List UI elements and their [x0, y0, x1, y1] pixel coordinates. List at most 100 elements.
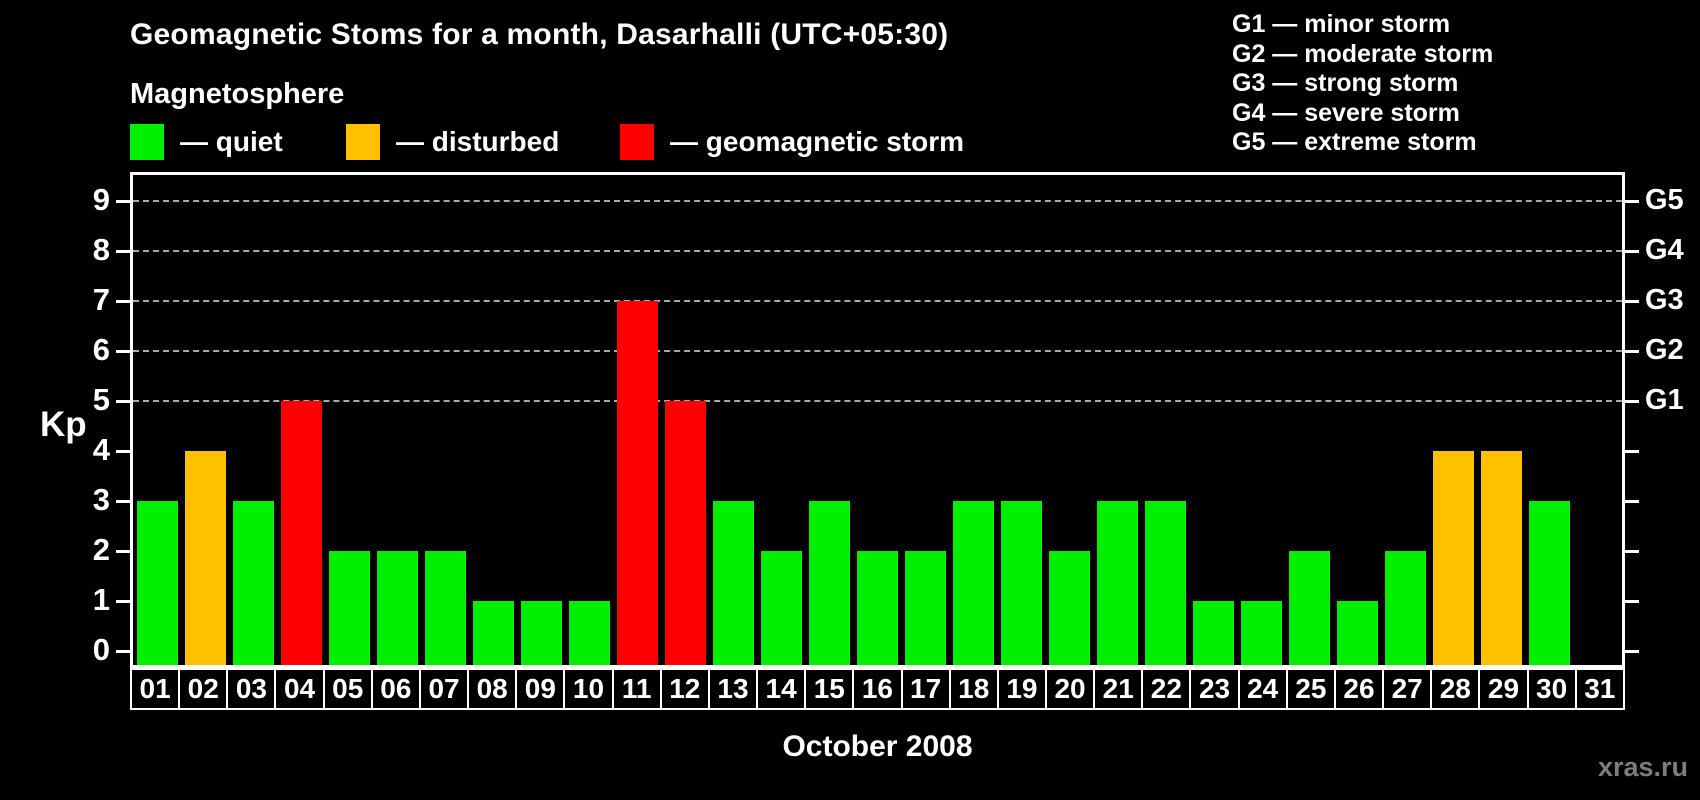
- right-tick-kp0: [1625, 650, 1639, 653]
- bar-day-27: [1385, 551, 1427, 665]
- chart-title: Geomagnetic Stoms for a month, Dasarhall…: [130, 18, 949, 51]
- day-label-11: 11: [611, 668, 662, 710]
- g-axis-label-g3: G3: [1645, 284, 1684, 316]
- left-tick-kp4: [116, 450, 130, 453]
- bar-day-23: [1193, 601, 1235, 665]
- bar-day-30: [1529, 501, 1571, 665]
- watermark: xras.ru: [1597, 752, 1688, 782]
- bar-day-18: [953, 501, 995, 665]
- right-tick-kp2: [1625, 550, 1639, 553]
- day-label-20: 20: [1044, 668, 1096, 710]
- x-axis-day-labels: 01 02 03 04 05 06 07 08 09 10 11 12 13 14 15 16 17 18 19 20…: [130, 668, 1625, 710]
- plot-area: [130, 172, 1625, 668]
- g-axis-label-g1: G1: [1645, 384, 1684, 416]
- day-label-25: 25: [1285, 668, 1336, 710]
- day-label-08: 08: [467, 668, 518, 710]
- left-tick-kp9: [116, 200, 130, 203]
- legend-item-storm: — geomagnetic storm: [620, 124, 964, 160]
- day-label-01: 01: [130, 668, 181, 710]
- y-tick-label-6: 6: [92, 332, 110, 367]
- bar-day-26: [1337, 601, 1379, 665]
- gridline-kp9: [133, 200, 1622, 202]
- left-tick-kp2: [116, 550, 130, 553]
- right-tick-kp5: [1625, 400, 1639, 403]
- bar-day-22: [1145, 501, 1187, 665]
- y-tick-label-7: 7: [92, 282, 110, 317]
- storm-scale-legend: G1 — minor storm G2 — moderate storm G3 …: [1232, 10, 1493, 158]
- left-tick-kp5: [116, 400, 130, 403]
- day-label-30: 30: [1526, 668, 1577, 710]
- gridline-kp7: [133, 300, 1622, 302]
- day-label-10: 10: [563, 668, 614, 710]
- legend-item-quiet: — quiet: [130, 124, 283, 160]
- day-label-09: 09: [515, 668, 566, 710]
- right-tick-kp1: [1625, 600, 1639, 603]
- y-tick-label-2: 2: [92, 532, 110, 567]
- day-label-17: 17: [900, 668, 951, 710]
- y-axis-label: Kp: [40, 405, 87, 444]
- day-label-19: 19: [996, 668, 1047, 710]
- legend-item-label: — geomagnetic storm: [670, 126, 965, 157]
- day-label-12: 12: [659, 668, 710, 710]
- y-tick-label-9: 9: [92, 182, 110, 217]
- y-tick-label-4: 4: [92, 432, 110, 467]
- bar-day-19: [1001, 501, 1043, 665]
- right-tick-kp3: [1625, 500, 1639, 503]
- storm-color-swatch: [620, 124, 654, 160]
- bar-day-02: [184, 451, 226, 665]
- day-label-02: 02: [178, 668, 229, 710]
- disturbed-color-swatch: [346, 124, 380, 160]
- bar-day-06: [376, 551, 418, 665]
- right-tick-kp4: [1625, 450, 1639, 453]
- day-label-14: 14: [756, 668, 807, 710]
- g-axis-label-g2: G2: [1645, 334, 1684, 366]
- bar-day-16: [856, 551, 898, 665]
- day-label-13: 13: [707, 668, 759, 710]
- bar-day-05: [328, 551, 370, 665]
- bar-day-07: [424, 551, 466, 665]
- storm-scale-legend-g1: G1 — minor storm: [1232, 10, 1451, 38]
- gridline-kp5: [133, 400, 1622, 402]
- day-label-06: 06: [370, 668, 421, 710]
- g-axis-label-g4: G4: [1645, 234, 1684, 266]
- bar-day-17: [905, 551, 947, 665]
- bar-day-21: [1097, 501, 1139, 665]
- day-label-05: 05: [322, 668, 373, 710]
- day-label-27: 27: [1382, 668, 1433, 710]
- bar-day-12: [664, 401, 706, 665]
- day-label-18: 18: [948, 668, 999, 710]
- bar-day-24: [1241, 601, 1283, 665]
- gridline-kp8: [133, 250, 1622, 252]
- right-tick-kp9: [1625, 200, 1639, 203]
- day-label-04: 04: [274, 668, 325, 710]
- bar-day-15: [808, 501, 850, 665]
- day-label-26: 26: [1333, 668, 1385, 710]
- legend-heading: Magnetosphere: [130, 78, 345, 110]
- bar-day-08: [472, 601, 514, 665]
- legend-item-disturbed: — disturbed: [346, 124, 559, 160]
- right-tick-kp6: [1625, 350, 1639, 353]
- left-tick-kp7: [116, 300, 130, 303]
- bar-day-20: [1049, 551, 1091, 665]
- g-axis-label-g5: G5: [1645, 184, 1684, 216]
- day-label-29: 29: [1478, 668, 1529, 710]
- day-label-23: 23: [1189, 668, 1240, 710]
- y-tick-label-3: 3: [92, 482, 110, 517]
- bar-day-04: [280, 401, 322, 665]
- day-label-15: 15: [804, 668, 855, 710]
- bar-day-14: [760, 551, 802, 665]
- y-tick-label-5: 5: [92, 382, 110, 417]
- bar-day-13: [712, 501, 754, 665]
- left-tick-kp8: [116, 250, 130, 253]
- left-tick-kp6: [116, 350, 130, 353]
- bar-day-10: [568, 601, 610, 665]
- left-tick-kp3: [116, 500, 130, 503]
- day-label-22: 22: [1141, 668, 1192, 710]
- left-tick-kp1: [116, 600, 130, 603]
- day-label-21: 21: [1093, 668, 1144, 710]
- bar-day-29: [1481, 451, 1523, 665]
- day-label-03: 03: [226, 668, 277, 710]
- legend-item-label: — quiet: [180, 126, 283, 157]
- x-axis-title: October 2008: [782, 730, 973, 763]
- bar-day-11: [616, 301, 658, 665]
